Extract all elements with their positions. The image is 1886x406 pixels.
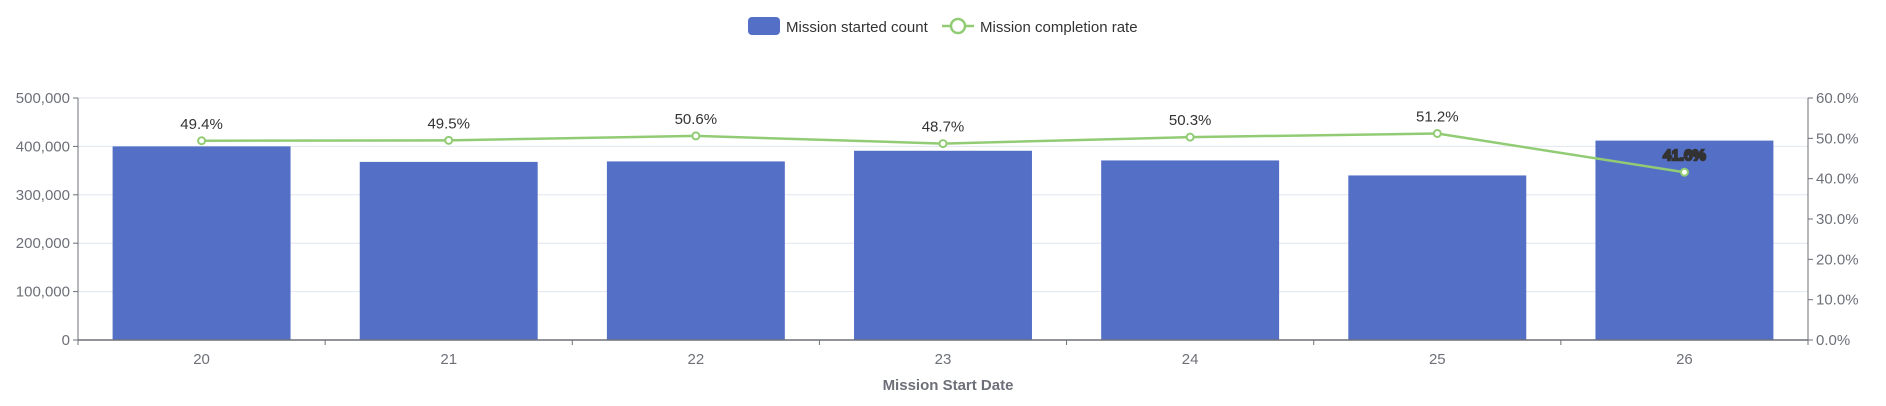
line-data-label: 41.6%: [1663, 147, 1706, 164]
bar[interactable]: [854, 150, 1032, 340]
line-data-label: 50.6%: [675, 111, 718, 128]
legend-label-line: Mission completion rate: [980, 19, 1138, 36]
bar[interactable]: [1348, 175, 1527, 340]
y-right-tick-label: 60.0%: [1816, 90, 1859, 107]
line-point[interactable]: [1679, 167, 1689, 177]
bar[interactable]: [1101, 160, 1280, 340]
x-tick-label: 25: [1429, 351, 1446, 368]
x-axis-title: Mission Start Date: [883, 377, 1014, 394]
y-right-tick-label: 40.0%: [1816, 171, 1859, 188]
line-point[interactable]: [1432, 128, 1442, 138]
x-tick-label: 23: [935, 351, 952, 368]
line-point[interactable]: [1185, 132, 1195, 142]
y-left-tick-label: 100,000: [16, 284, 70, 301]
line-data-label: 49.5%: [427, 115, 470, 132]
y-left-tick-label: 300,000: [16, 187, 70, 204]
legend-item-bar[interactable]: Mission started count: [748, 17, 929, 36]
y-left-tick-label: 0: [62, 332, 70, 349]
legend-label-bar: Mission started count: [786, 19, 929, 36]
line-point[interactable]: [197, 136, 207, 146]
line-series: [197, 128, 1689, 177]
x-tick-label: 20: [193, 351, 210, 368]
line-point[interactable]: [444, 135, 454, 145]
line-data-label: 49.4%: [180, 116, 223, 133]
line-point[interactable]: [938, 139, 948, 149]
bar[interactable]: [359, 161, 538, 340]
bar[interactable]: [112, 146, 291, 340]
y-left-tick-label: 200,000: [16, 235, 70, 252]
y-right-tick-label: 10.0%: [1816, 292, 1859, 309]
legend-item-line[interactable]: Mission completion rate: [942, 17, 1138, 36]
y-right-tick-label: 50.0%: [1816, 130, 1859, 147]
y-right-tick-label: 20.0%: [1816, 251, 1859, 268]
line-data-label: 51.2%: [1416, 108, 1459, 125]
bar[interactable]: [606, 161, 785, 340]
x-tick-label: 24: [1182, 351, 1199, 368]
legend-swatch-bar: [748, 17, 780, 35]
x-tick-label: 26: [1676, 351, 1693, 368]
line-data-label: 50.3%: [1169, 112, 1212, 129]
y-right-tick-label: 30.0%: [1816, 211, 1859, 228]
y-left-tick-label: 500,000: [16, 90, 70, 107]
line-data-label: 48.7%: [922, 119, 965, 136]
data-labels: 49.4% 49.5% 50.6% 48.7% 50.3% 51.2% 41.6%: [180, 108, 1707, 165]
x-tick-label: 21: [440, 351, 457, 368]
legend-swatch-line-marker: [949, 17, 967, 35]
y-left-tick-label: 400,000: [16, 138, 70, 155]
x-tick-label: 22: [688, 351, 705, 368]
line-point[interactable]: [691, 131, 701, 141]
axes: 0 100,000 200,000 300,000 400,000 500,000 0.0%…: [16, 90, 1859, 368]
bar-series: [112, 140, 1774, 340]
legend: Mission started count Mission completion…: [748, 17, 1138, 36]
y-right-tick-label: 0.0%: [1816, 332, 1850, 349]
